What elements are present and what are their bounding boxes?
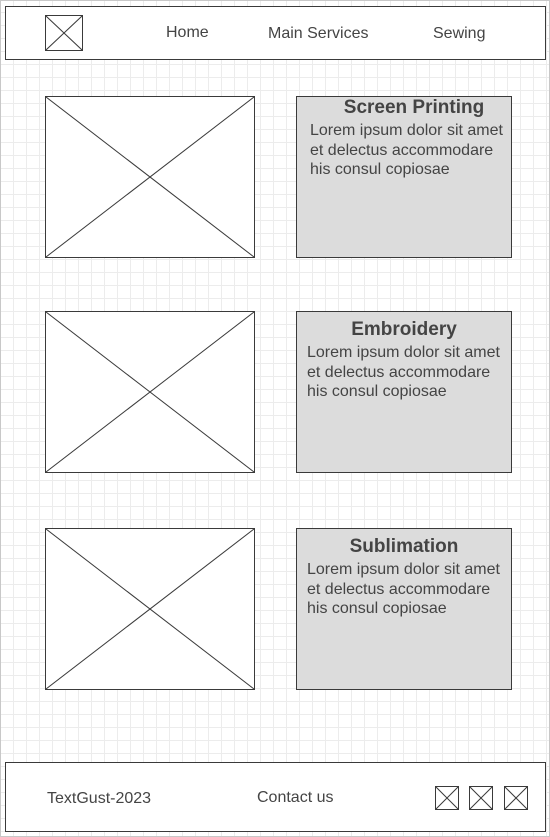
footer-bar: TextGust-2023 Contact us	[5, 762, 546, 832]
service-description: Lorem ipsum dolor sit amet et delectus a…	[310, 122, 503, 178]
service-title: Embroidery	[351, 319, 457, 340]
service-description: Lorem ipsum dolor sit amet et delectus a…	[307, 561, 500, 617]
nav-link-main-services[interactable]: Main Services	[268, 25, 369, 42]
social-image-placeholder-icon[interactable]	[435, 786, 459, 810]
service-card-screen-printing: Screen Printing Lorem ipsum dolor sit am…	[296, 96, 512, 258]
contact-us-link[interactable]: Contact us	[257, 789, 334, 806]
service-description: Lorem ipsum dolor sit amet et delectus a…	[307, 344, 500, 400]
social-image-placeholder-icon[interactable]	[469, 786, 493, 810]
service-image-placeholder-icon	[45, 528, 255, 690]
nav-link-home[interactable]: Home	[166, 24, 209, 41]
service-title: Sublimation	[349, 536, 459, 557]
footer-copyright: TextGust-2023	[47, 790, 152, 807]
header-bar: Home Main Services Sewing	[5, 6, 546, 60]
service-title: Screen Printing	[343, 97, 485, 118]
service-image-placeholder-icon	[45, 96, 255, 258]
nav-link-sewing[interactable]: Sewing	[433, 25, 486, 42]
social-image-placeholder-icon[interactable]	[504, 786, 528, 810]
service-card-embroidery: Embroidery Lorem ipsum dolor sit amet et…	[296, 311, 512, 473]
service-image-placeholder-icon	[45, 311, 255, 473]
logo-image-placeholder-icon[interactable]	[45, 15, 83, 51]
service-card-sublimation: Sublimation Lorem ipsum dolor sit amet e…	[296, 528, 512, 690]
